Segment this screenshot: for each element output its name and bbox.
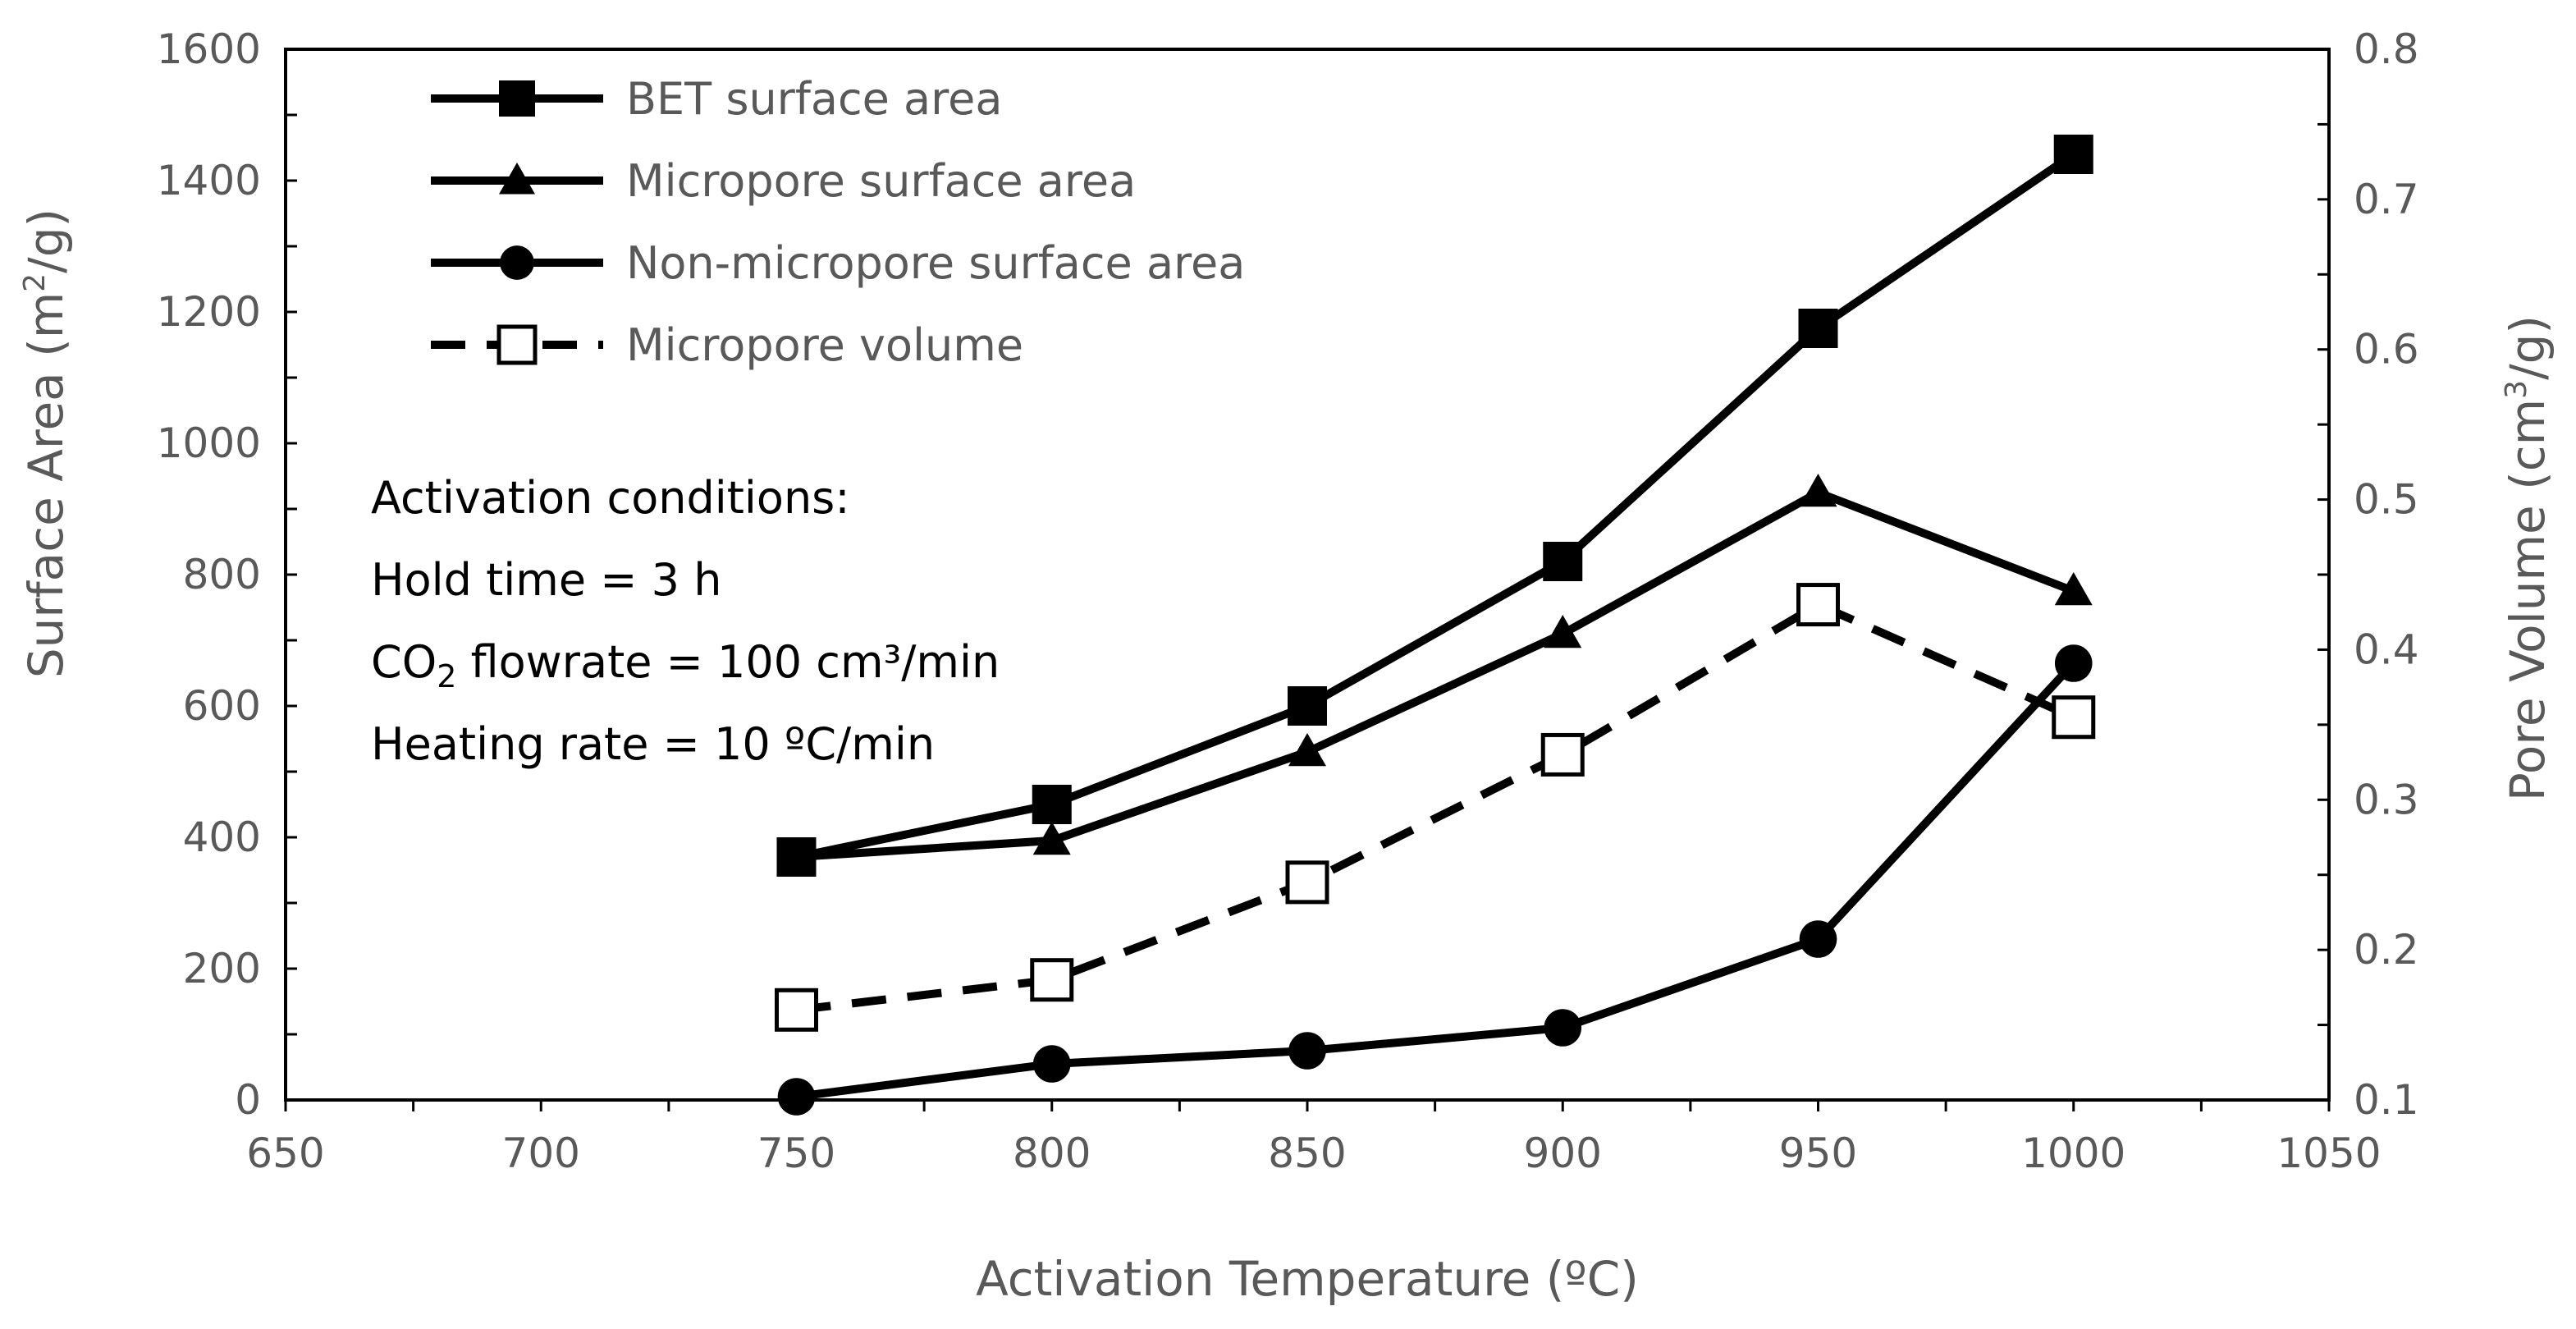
y-tick-label: 1400 xyxy=(157,157,261,204)
data-point xyxy=(1032,822,1071,855)
data-point xyxy=(1799,920,1837,958)
data-point xyxy=(1543,542,1583,581)
legend-marker xyxy=(499,80,535,117)
series-line-bet-surface-area xyxy=(795,150,2076,861)
legend-entry-micropore-surface-area: Micropore surface area xyxy=(431,155,1136,207)
data-point xyxy=(2053,135,2093,174)
legend-marker xyxy=(496,324,538,365)
annotation-heating-rate: Heating rate = 10 ºC/min xyxy=(371,718,935,770)
legend-entry-micropore-volume: Micropore volume xyxy=(431,319,1023,371)
x-tick-label: 900 xyxy=(1524,1130,1602,1177)
y-tick-label: 600 xyxy=(183,682,261,730)
data-point xyxy=(1544,615,1582,648)
legend-marker xyxy=(499,163,535,195)
y2-tick-label: 0.2 xyxy=(2354,926,2419,974)
series-line-micropore-volume xyxy=(795,600,2075,1015)
legend-entry-non-micropore-surface-area: Non-micropore surface area xyxy=(431,237,1245,289)
x-tick-label: 800 xyxy=(1013,1130,1091,1177)
y-axis-right-ticks: 0.1 0.2 0.3 0.4 0.5 0.6 0.7 0.8 xyxy=(2317,25,2419,1124)
series-non-micropore-surface-area xyxy=(777,644,2093,1116)
y-tick-label: 1000 xyxy=(157,419,261,467)
series-line-non-micropore-surface-area xyxy=(795,660,2077,1101)
data-point xyxy=(775,988,818,1032)
data-point xyxy=(1540,732,1585,777)
y-tick-label: 1200 xyxy=(157,288,261,336)
annotation-hold-time: Hold time = 3 h xyxy=(371,554,721,606)
data-point xyxy=(1799,474,1837,507)
data-point xyxy=(1288,733,1326,767)
legend-label: BET surface area xyxy=(626,73,1002,125)
y-tick-label: 1600 xyxy=(157,25,261,73)
data-point xyxy=(2054,644,2093,682)
annotation-heading: Activation conditions: xyxy=(371,472,850,524)
series-layer xyxy=(775,135,2096,1116)
series-micropore-volume xyxy=(775,583,2096,1032)
data-point xyxy=(777,838,816,872)
x-tick-label: 850 xyxy=(1268,1130,1346,1177)
data-point xyxy=(1796,583,1840,627)
x-tick-label: 1050 xyxy=(2276,1130,2381,1177)
legend-label: Micropore volume xyxy=(626,319,1023,371)
data-point xyxy=(1798,309,1838,348)
x-tick-label: 650 xyxy=(246,1130,324,1177)
x-tick-label: 700 xyxy=(502,1130,580,1177)
y-axis-right-title: Pore Volume (cm3/g) xyxy=(2500,315,2555,801)
data-point xyxy=(1288,1032,1326,1070)
data-point xyxy=(1032,1045,1071,1083)
activation-conditions-annotation: Activation conditions: Hold time = 3 h C… xyxy=(371,472,1000,770)
x-axis-title: Activation Temperature (ºC) xyxy=(976,1251,1639,1307)
y-axis-left-title: Surface Area (m2/g) xyxy=(18,209,74,678)
y-tick-label: 800 xyxy=(183,551,261,598)
y2-tick-label: 0.5 xyxy=(2354,476,2419,524)
y-tick-label: 200 xyxy=(183,945,261,992)
y-tick-label: 400 xyxy=(183,813,261,861)
data-point xyxy=(1288,686,1327,726)
data-point xyxy=(1285,860,1329,905)
data-point xyxy=(1030,958,1074,1002)
y2-tick-label: 0.3 xyxy=(2354,776,2419,823)
data-point xyxy=(777,1078,816,1116)
data-point xyxy=(2054,572,2093,606)
data-point xyxy=(1032,785,1072,824)
legend: BET surface area Micropore surface area No… xyxy=(431,73,1245,371)
y-tick-label: 0 xyxy=(235,1076,261,1124)
y2-tick-label: 0.1 xyxy=(2354,1076,2419,1124)
y-axis-left-ticks: 0 200 400 600 800 1000 1200 1400 1600 xyxy=(157,25,297,1124)
x-tick-label: 1000 xyxy=(2021,1130,2125,1177)
series-micropore-surface-area xyxy=(777,474,2093,872)
data-point xyxy=(2052,695,2096,740)
y2-tick-label: 0.8 xyxy=(2354,25,2419,73)
x-axis-ticks: 650 700 750 800 850 900 950 1000 1050 xyxy=(246,1100,2382,1177)
y2-tick-label: 0.4 xyxy=(2354,626,2419,673)
x-tick-label: 750 xyxy=(757,1130,835,1177)
legend-label: Micropore surface area xyxy=(626,155,1136,207)
legend-marker xyxy=(500,245,534,280)
legend-entry-bet-surface-area: BET surface area xyxy=(431,73,1002,125)
data-point xyxy=(1544,1009,1582,1047)
y2-tick-label: 0.6 xyxy=(2354,326,2419,373)
legend-label: Non-micropore surface area xyxy=(626,237,1245,289)
series-line-micropore-surface-area xyxy=(796,488,2075,861)
x-tick-label: 950 xyxy=(1779,1130,1857,1177)
annotation-co2-flowrate: CO2 flowrate = 100 cm³/min xyxy=(371,636,1000,694)
series-bet-surface-area xyxy=(776,135,2093,877)
y2-tick-label: 0.7 xyxy=(2354,176,2419,223)
